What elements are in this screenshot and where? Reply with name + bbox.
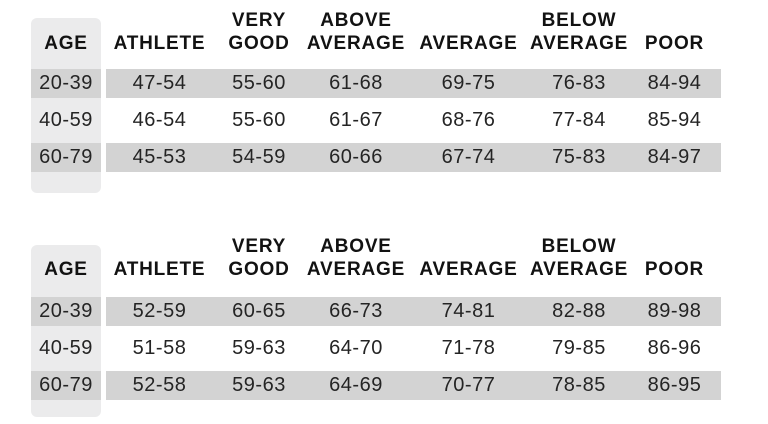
header-cell-above-average: ABOVE AVERAGE <box>306 235 406 280</box>
value-cell: 64-69 <box>305 371 407 400</box>
header-cell-average: AVERAGE <box>419 258 518 280</box>
value-cell: 89-98 <box>628 297 721 326</box>
value-cell: 54-59 <box>213 143 305 172</box>
table-row: 20-39 47-54 55-60 61-68 69-75 76-83 84-9… <box>31 69 721 98</box>
value-cell: 61-68 <box>305 69 407 98</box>
value-cell: 61-67 <box>329 109 383 131</box>
table-2: AGE ATHLETE VERY GOOD ABOVE AVERAGE AVER… <box>31 236 721 417</box>
header-cell-below-average: BELOW AVERAGE <box>530 9 629 54</box>
value-cell: 70-77 <box>407 371 530 400</box>
value-cell: 76-83 <box>530 69 628 98</box>
header-cell-athlete: ATHLETE <box>113 32 206 54</box>
age-cell: 40-59 <box>39 337 93 359</box>
value-cell: 75-83 <box>530 143 628 172</box>
header-cell-below-average: BELOW AVERAGE <box>530 235 629 280</box>
value-cell: 82-88 <box>530 297 628 326</box>
value-cell: 86-95 <box>628 371 721 400</box>
value-cell: 84-94 <box>628 69 721 98</box>
table-2-header-row: AGE ATHLETE VERY GOOD ABOVE AVERAGE AVER… <box>31 236 721 281</box>
value-cell: 78-85 <box>530 371 628 400</box>
value-cell: 86-96 <box>647 337 702 359</box>
value-cell: 66-73 <box>305 297 407 326</box>
header-cell-poor: POOR <box>644 258 705 280</box>
header-cell-very-good: VERY GOOD <box>228 235 290 280</box>
value-cell: 59-63 <box>213 371 305 400</box>
header-cell-poor: POOR <box>644 32 705 54</box>
table-row: 40-59 46-54 55-60 61-67 68-76 77-84 85-9… <box>31 106 721 135</box>
value-cell: 77-84 <box>552 109 606 131</box>
value-cell: 59-63 <box>232 337 286 359</box>
header-cell-age: AGE <box>44 32 88 54</box>
value-cell: 60-65 <box>213 297 305 326</box>
age-cell: 60-79 <box>31 143 101 172</box>
value-cell: 69-75 <box>407 69 530 98</box>
value-cell: 47-54 <box>106 69 213 98</box>
value-cell: 51-58 <box>132 337 187 359</box>
value-cell: 67-74 <box>407 143 530 172</box>
value-cell: 55-60 <box>232 109 286 131</box>
value-cell: 85-94 <box>647 109 702 131</box>
header-cell-athlete: ATHLETE <box>113 258 206 280</box>
age-cell: 40-59 <box>39 109 93 131</box>
table-1: AGE ATHLETE VERY GOOD ABOVE AVERAGE AVER… <box>31 10 721 193</box>
age-cell: 20-39 <box>31 69 101 98</box>
table-1-header-row: AGE ATHLETE VERY GOOD ABOVE AVERAGE AVER… <box>31 10 721 55</box>
table-row: 60-79 45-53 54-59 60-66 67-74 75-83 84-9… <box>31 143 721 172</box>
value-cell: 71-78 <box>441 337 496 359</box>
header-cell-age: AGE <box>44 258 88 280</box>
value-cell: 74-81 <box>407 297 530 326</box>
age-cell: 60-79 <box>31 371 101 400</box>
header-cell-above-average: ABOVE AVERAGE <box>306 9 406 54</box>
value-cell: 64-70 <box>329 337 383 359</box>
table-row: 20-39 52-59 60-65 66-73 74-81 82-88 89-9… <box>31 297 721 326</box>
value-cell: 52-58 <box>106 371 213 400</box>
table-row: 60-79 52-58 59-63 64-69 70-77 78-85 86-9… <box>31 371 721 400</box>
value-cell: 68-76 <box>441 109 496 131</box>
value-cell: 55-60 <box>213 69 305 98</box>
value-cell: 79-85 <box>552 337 606 359</box>
value-cell: 45-53 <box>106 143 213 172</box>
age-cell: 20-39 <box>31 297 101 326</box>
header-cell-average: AVERAGE <box>419 32 518 54</box>
value-cell: 84-97 <box>628 143 721 172</box>
value-cell: 52-59 <box>106 297 213 326</box>
value-cell: 60-66 <box>305 143 407 172</box>
table-row: 40-59 51-58 59-63 64-70 71-78 79-85 86-9… <box>31 334 721 363</box>
header-cell-very-good: VERY GOOD <box>228 9 290 54</box>
value-cell: 46-54 <box>132 109 187 131</box>
